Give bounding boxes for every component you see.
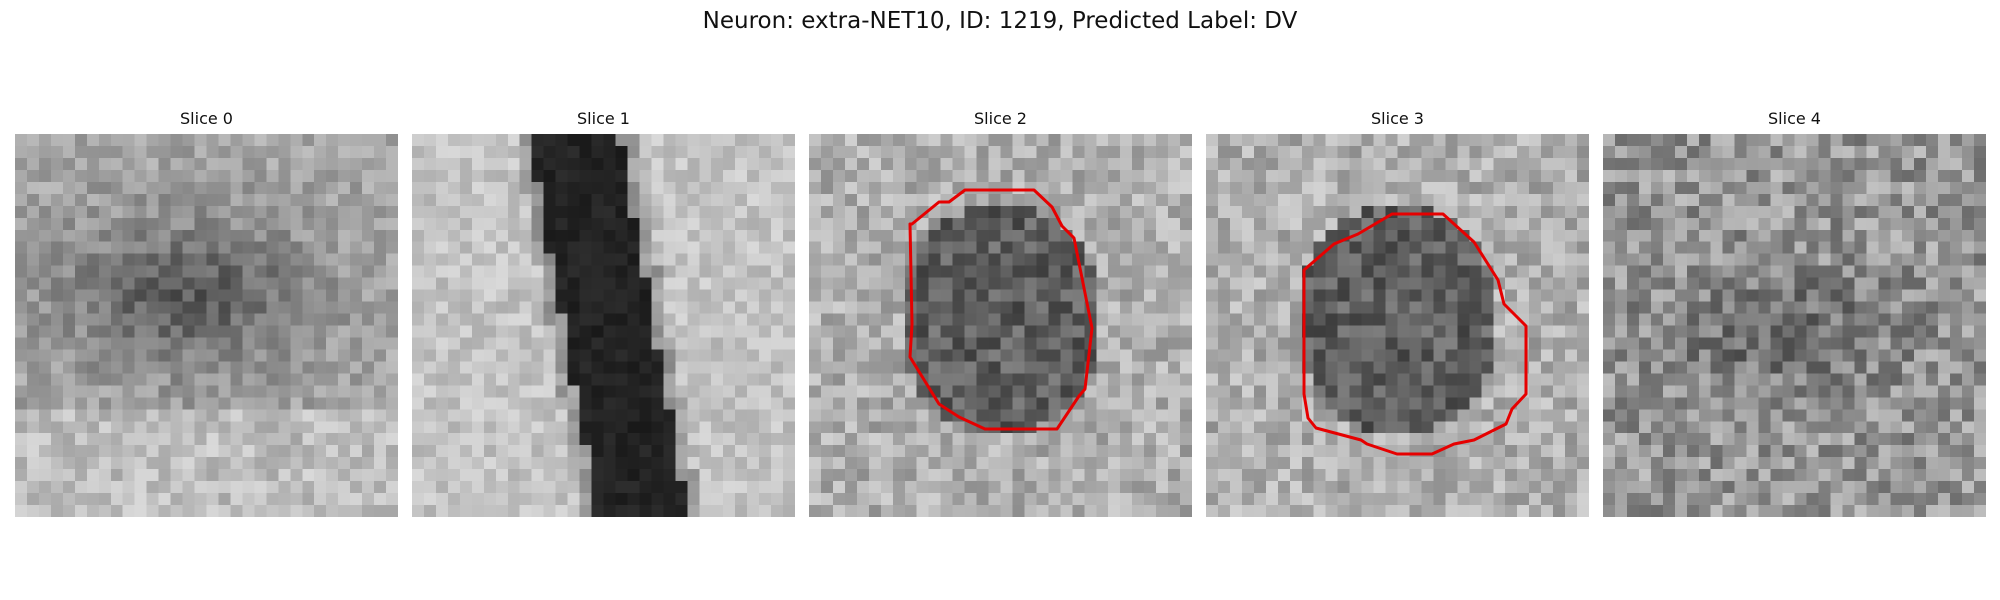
figure-title: Neuron: extra-NET10, ID: 1219, Predicted… xyxy=(702,8,1298,34)
slice-title: Slice 4 xyxy=(1768,109,1821,128)
slice-image xyxy=(809,134,1192,517)
slice-image xyxy=(412,134,795,517)
cell-outline xyxy=(908,188,1094,431)
slice-title: Slice 3 xyxy=(1371,109,1424,128)
slice-title: Slice 1 xyxy=(577,109,630,128)
slice-panel-0: Slice 0 xyxy=(15,108,398,517)
cell-outline xyxy=(1302,212,1528,456)
slice-panel-4: Slice 4 xyxy=(1603,108,1986,517)
grayscale-micrograph xyxy=(809,134,1192,517)
slice-panel-2: Slice 2 xyxy=(809,108,1192,517)
grayscale-micrograph xyxy=(15,134,398,517)
slice-image xyxy=(1206,134,1589,517)
slice-panel-3: Slice 3 xyxy=(1206,108,1589,517)
grayscale-micrograph xyxy=(1603,134,1986,517)
slice-image xyxy=(1603,134,1986,517)
slice-panel-1: Slice 1 xyxy=(412,108,795,517)
slice-title: Slice 2 xyxy=(974,109,1027,128)
grayscale-micrograph xyxy=(412,134,795,517)
slice-title: Slice 0 xyxy=(180,109,233,128)
slice-image xyxy=(15,134,398,517)
